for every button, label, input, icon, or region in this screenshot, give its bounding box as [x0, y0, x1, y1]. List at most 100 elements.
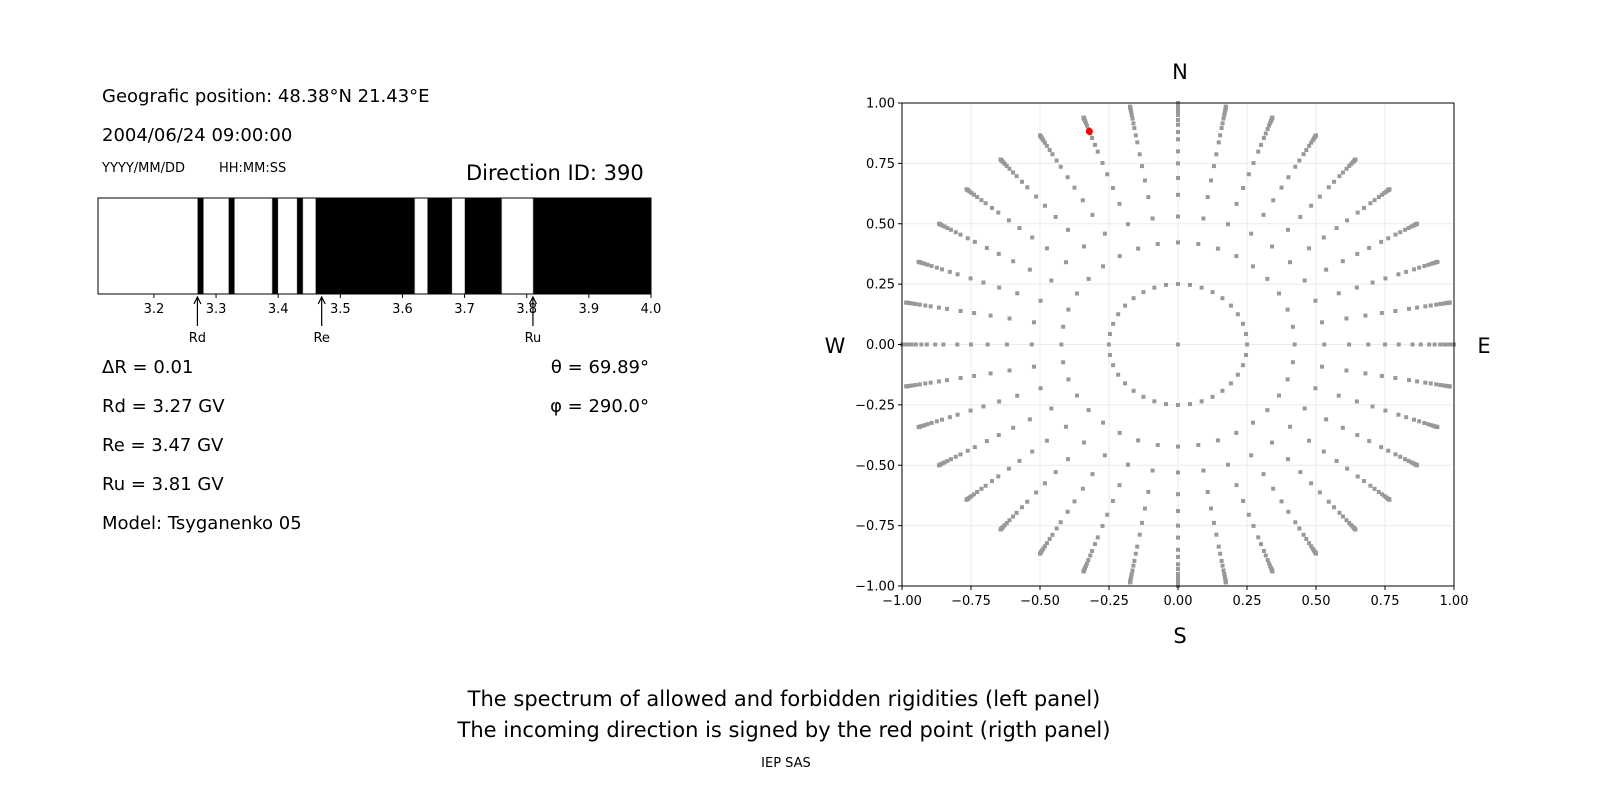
- grid-point: [904, 384, 909, 389]
- grid-point: [1006, 466, 1011, 471]
- grid-point: [1317, 490, 1322, 495]
- grid-point: [1246, 512, 1251, 517]
- grid-point: [1014, 174, 1019, 179]
- x-tick-label: 3.2: [144, 302, 165, 317]
- grid-point: [1386, 448, 1391, 453]
- grid-point: [1344, 316, 1349, 321]
- grid-point: [1053, 470, 1058, 475]
- grid-point: [929, 420, 934, 425]
- x-tick-label: −0.25: [1089, 594, 1129, 609]
- grid-point: [1011, 425, 1016, 430]
- x-tick-label: 0.50: [1302, 594, 1331, 609]
- grid-point: [1095, 535, 1100, 540]
- grid-point: [1307, 438, 1312, 443]
- grid-point: [1072, 185, 1077, 190]
- grid-point: [1074, 291, 1079, 296]
- grid-point: [1235, 312, 1240, 317]
- grid-point: [1326, 499, 1331, 504]
- geographic-position: Geografic position: 48.38°N 21.43°E: [102, 86, 430, 107]
- x-tick-label: 0.00: [1164, 594, 1193, 609]
- grid-point: [1301, 532, 1306, 537]
- grid-point: [1270, 115, 1275, 120]
- grid-point: [1367, 439, 1372, 444]
- grid-point: [1047, 536, 1052, 541]
- grid-point: [1080, 198, 1085, 203]
- marker-label: Ru: [525, 331, 542, 346]
- grid-point: [1044, 143, 1049, 148]
- grid-point: [1387, 187, 1392, 192]
- grid-point: [1429, 261, 1434, 266]
- grid-point: [975, 195, 980, 200]
- grid-point: [904, 300, 909, 305]
- grid-point: [1412, 417, 1417, 422]
- grid-point: [1256, 149, 1261, 154]
- grid-point: [1146, 489, 1151, 494]
- grid-point: [1387, 497, 1392, 502]
- grid-point: [1263, 553, 1268, 558]
- x-tick-label: 3.5: [330, 302, 351, 317]
- grid-point: [1293, 520, 1298, 525]
- grid-point: [1176, 562, 1180, 567]
- grid-point: [1090, 472, 1095, 477]
- grid-point: [1363, 313, 1368, 318]
- grid-point: [1074, 393, 1079, 398]
- grid-point: [1176, 161, 1180, 166]
- grid-point: [1095, 149, 1100, 154]
- y-tick-label: −1.00: [855, 580, 895, 595]
- grid-point: [1398, 230, 1403, 235]
- grid-point: [1176, 192, 1180, 197]
- grid-point: [1321, 235, 1326, 240]
- grid-point: [1066, 377, 1071, 382]
- grid-point: [1367, 245, 1372, 250]
- grid-point: [1111, 363, 1116, 368]
- grid-point: [1404, 415, 1409, 420]
- grid-point: [1370, 280, 1375, 285]
- grid-point: [1301, 152, 1306, 157]
- grid-point: [1044, 438, 1049, 443]
- grid-point: [1058, 520, 1063, 525]
- grid-point: [1354, 285, 1359, 290]
- grid-point: [1249, 231, 1254, 236]
- grid-point: [1092, 142, 1097, 147]
- grid-point: [1293, 164, 1298, 169]
- grid-point: [1220, 296, 1225, 301]
- grid-point: [1205, 489, 1210, 494]
- grid-point: [1140, 520, 1145, 525]
- grid-point: [1270, 244, 1275, 249]
- grid-point: [1215, 246, 1220, 251]
- grid-point: [1383, 342, 1388, 347]
- compass-east: E: [1477, 334, 1490, 358]
- grid-point: [1131, 121, 1136, 126]
- grid-point: [1042, 544, 1047, 549]
- grid-point: [1029, 342, 1034, 347]
- grid-point: [1261, 472, 1266, 477]
- grid-point: [1218, 133, 1223, 138]
- grid-point: [910, 301, 915, 306]
- grid-point: [1354, 399, 1359, 404]
- grid-point: [1265, 558, 1270, 563]
- grid-point: [1006, 218, 1011, 223]
- grid-point: [1347, 521, 1352, 526]
- grid-point: [1228, 303, 1233, 308]
- grid-point: [1187, 282, 1192, 287]
- grid-point: [1241, 186, 1246, 191]
- grid-point: [1412, 267, 1417, 272]
- grid-point: [1265, 126, 1270, 131]
- grid-point: [1234, 201, 1239, 206]
- grid-point: [1259, 142, 1264, 147]
- forbidden-band: [228, 197, 235, 295]
- grid-point: [906, 342, 911, 347]
- grid-point: [1176, 130, 1180, 135]
- grid-point: [1347, 342, 1352, 347]
- grid-point: [1081, 244, 1086, 249]
- grid-point: [1214, 152, 1219, 157]
- grid-point: [936, 221, 941, 226]
- grid-point: [1220, 121, 1225, 126]
- grid-point: [936, 463, 941, 468]
- grid-point: [1404, 269, 1409, 274]
- grid-point: [1111, 321, 1116, 326]
- grid-point: [1222, 110, 1227, 115]
- grid-point: [1011, 170, 1016, 175]
- grid-point: [1270, 569, 1275, 574]
- theta-value: θ = 69.89°: [550, 357, 649, 378]
